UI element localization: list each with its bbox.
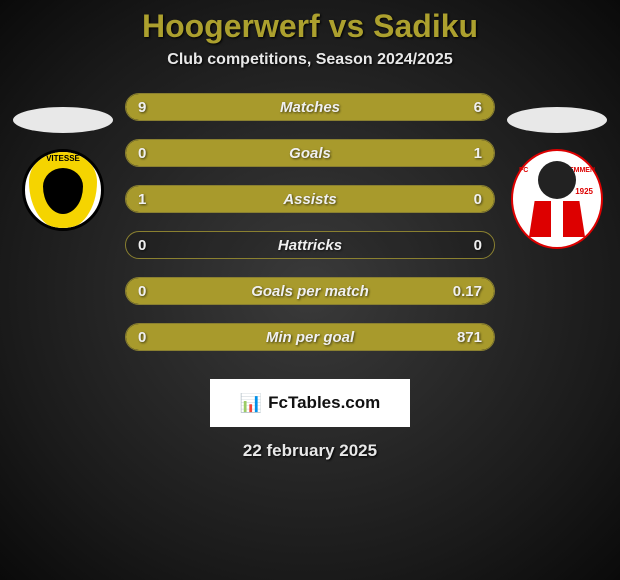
stat-fill-right <box>347 94 494 120</box>
chart-icon: 📊 <box>240 393 262 414</box>
stat-row: 0 Goals 1 <box>125 139 495 167</box>
stat-row: 0 Hattricks 0 <box>125 231 495 259</box>
stat-label: Goals per match <box>251 283 369 300</box>
crest-left-label: VITESSE <box>46 154 80 163</box>
crest-right-label-left: FC <box>519 167 528 174</box>
team-crest-left: VITESSE <box>22 149 104 231</box>
crest-right-stripes <box>529 201 585 237</box>
stat-value-left: 0 <box>138 329 146 346</box>
crest-right-ball-icon <box>538 161 576 199</box>
comparison-layout: VITESSE 9 Matches 6 0 Goals 1 1 Assists 0 0 Hattri… <box>0 93 620 351</box>
stat-label: Hattricks <box>278 237 342 254</box>
team-crest-right: FC EMMEN 1925 <box>511 149 603 249</box>
stat-row: 0 Goals per match 0.17 <box>125 277 495 305</box>
stat-value-right: 0 <box>474 237 482 254</box>
branding-text: FcTables.com <box>268 393 380 413</box>
stat-value-left: 0 <box>138 237 146 254</box>
stat-label: Goals <box>289 145 331 162</box>
player-ellipse-left <box>13 107 113 133</box>
stat-row: 0 Min per goal 871 <box>125 323 495 351</box>
stat-value-right: 871 <box>457 329 482 346</box>
stat-value-left: 1 <box>138 191 146 208</box>
page-title: Hoogerwerf vs Sadiku <box>0 8 620 45</box>
stat-value-left: 0 <box>138 145 146 162</box>
stat-row: 1 Assists 0 <box>125 185 495 213</box>
stats-column: 9 Matches 6 0 Goals 1 1 Assists 0 0 Hattricks 0 0 Goa… <box>125 93 495 351</box>
snapshot-date: 22 february 2025 <box>0 441 620 461</box>
stat-row: 9 Matches 6 <box>125 93 495 121</box>
branding-box[interactable]: 📊 FcTables.com <box>210 379 410 427</box>
stat-label: Matches <box>280 99 340 116</box>
stat-label: Assists <box>283 191 336 208</box>
stat-label: Min per goal <box>266 329 354 346</box>
stat-value-right: 1 <box>474 145 482 162</box>
stat-value-left: 0 <box>138 283 146 300</box>
stat-value-left: 9 <box>138 99 146 116</box>
crest-left-shield: VITESSE <box>29 150 97 230</box>
right-side: FC EMMEN 1925 <box>507 93 607 249</box>
stat-value-right: 0 <box>474 191 482 208</box>
page-subtitle: Club competitions, Season 2024/2025 <box>0 51 620 69</box>
stat-value-right: 0.17 <box>453 283 482 300</box>
left-side: VITESSE <box>13 93 113 231</box>
player-ellipse-right <box>507 107 607 133</box>
stat-value-right: 6 <box>474 99 482 116</box>
crest-right-year: 1925 <box>575 187 593 196</box>
